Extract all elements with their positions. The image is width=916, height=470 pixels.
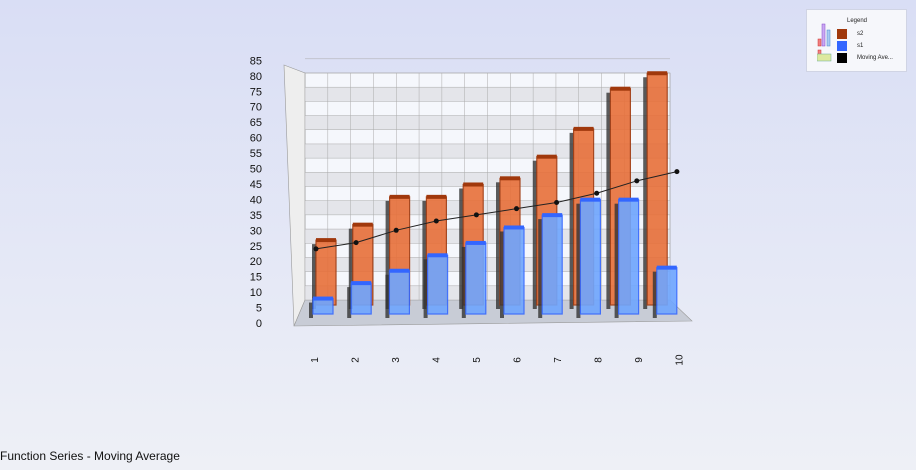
bar-s1-side — [538, 219, 543, 318]
legend-item-moving-average[interactable]: Moving Ave... — [837, 53, 893, 63]
bar-s1 — [503, 226, 525, 315]
bar-s1 — [427, 254, 449, 315]
bar-s1-top — [656, 265, 677, 270]
y-tick-label: 5 — [256, 303, 262, 315]
x-tick-label: 4 — [432, 357, 443, 363]
y-tick-label: 75 — [250, 86, 262, 98]
x-tick-label: 6 — [513, 357, 524, 363]
y-tick-label: 65 — [250, 117, 262, 129]
y-tick-label: 45 — [250, 179, 262, 191]
y-tick-label: 60 — [250, 133, 262, 145]
bar-s2-top — [610, 86, 631, 91]
y-tick-label: 80 — [250, 71, 262, 83]
legend: Legend s2 s1 Moving Ave... — [806, 9, 907, 72]
legend-title: Legend — [847, 18, 868, 24]
y-tick-label: 70 — [250, 102, 262, 114]
x-tick-label: 8 — [594, 357, 605, 363]
moving-average-line — [315, 171, 678, 250]
bar-s2-top — [316, 238, 336, 243]
y-tick-label: 85 — [250, 55, 262, 67]
bar-s1 — [465, 242, 487, 315]
bar-s2-side — [312, 244, 316, 309]
x-tick-label: 3 — [391, 357, 402, 363]
y-tick-label: 55 — [250, 148, 262, 160]
x-tick-label: 2 — [351, 357, 362, 363]
y-tick-label: 15 — [250, 272, 262, 284]
bar-s1 — [541, 214, 563, 315]
bar-s2-side — [348, 228, 353, 309]
moving-average-point — [473, 212, 479, 218]
y-tick-label: 35 — [250, 210, 262, 222]
bar-s2-side — [643, 77, 648, 309]
bar-s2-side — [496, 182, 500, 309]
bar-s2-top — [426, 194, 447, 199]
y-tick-label: 40 — [250, 194, 262, 206]
moving-average-point — [514, 206, 519, 212]
bar-s1 — [579, 199, 602, 315]
x-tick-label: 5 — [472, 357, 483, 363]
legend-item-s1[interactable]: s1 — [837, 41, 863, 51]
bar-s1 — [656, 267, 678, 315]
bar-s2-side — [532, 160, 537, 309]
bar-s1-side — [423, 259, 428, 318]
y-tick-label: 10 — [250, 287, 262, 299]
moving-average-point — [634, 178, 640, 184]
bar-s2-top — [536, 154, 557, 159]
bar-s1-side — [576, 203, 581, 318]
x-tick-label: 10 — [675, 354, 686, 366]
bar-s1-top — [542, 213, 563, 218]
bar-s2 — [315, 239, 337, 306]
bar-s1 — [617, 199, 640, 315]
moving-average-point — [554, 199, 560, 205]
side-wall — [283, 64, 306, 327]
y-tick-label: 25 — [250, 241, 262, 253]
bar-s1 — [388, 270, 410, 315]
bar-s2-side — [385, 200, 390, 309]
bar-s1-top — [427, 253, 448, 258]
x-tick-label: 9 — [634, 357, 645, 363]
bar-s1-side — [500, 231, 504, 318]
bar-s1-side — [614, 203, 619, 318]
bar-s1-side — [652, 271, 657, 318]
bar-s1-top — [580, 197, 601, 202]
moving-average-point — [393, 227, 399, 233]
bar-s1-side — [461, 246, 466, 318]
moving-average-point — [594, 190, 600, 196]
bar-s1 — [350, 282, 372, 315]
moving-average-point — [433, 218, 439, 224]
bar-s1-top — [618, 197, 639, 202]
bar-s2-top — [573, 126, 594, 131]
moving-average-point — [674, 169, 680, 175]
y-tick-label: 20 — [250, 256, 262, 268]
bar-s2-top — [500, 176, 520, 181]
bar-s2-top — [389, 194, 410, 199]
y-tick-label: 30 — [250, 225, 262, 237]
moving-average-point — [353, 240, 359, 246]
bar-s1-top — [389, 268, 410, 273]
bar-s1-side — [385, 274, 390, 318]
bar-s1 — [312, 297, 334, 315]
y-tick-label: 50 — [250, 164, 262, 176]
bar-s1-top — [504, 225, 524, 230]
bar-s1-top — [465, 240, 486, 245]
bar-s2-top — [352, 222, 373, 227]
bar-s2-side — [422, 200, 427, 309]
x-tick-label: 1 — [310, 357, 321, 363]
bar-s2-side — [569, 132, 574, 309]
legend-item-s2[interactable]: s2 — [837, 29, 863, 39]
bar-s2-top — [647, 71, 668, 76]
moving-average-point — [313, 246, 319, 252]
x-tick-label: 7 — [553, 357, 564, 363]
bar-s1-side — [347, 287, 352, 318]
bar-s2-side — [459, 188, 464, 309]
footer-title: Function Series - Moving Average — [0, 449, 180, 463]
bar-s1-top — [351, 281, 372, 286]
bar-s2-top — [463, 182, 484, 187]
y-tick-label: 0 — [256, 318, 262, 330]
legend-chart-icon — [817, 23, 832, 62]
bar-s1-top — [313, 296, 333, 301]
bar-s2-side — [606, 92, 611, 309]
bar-s1-side — [309, 302, 313, 318]
